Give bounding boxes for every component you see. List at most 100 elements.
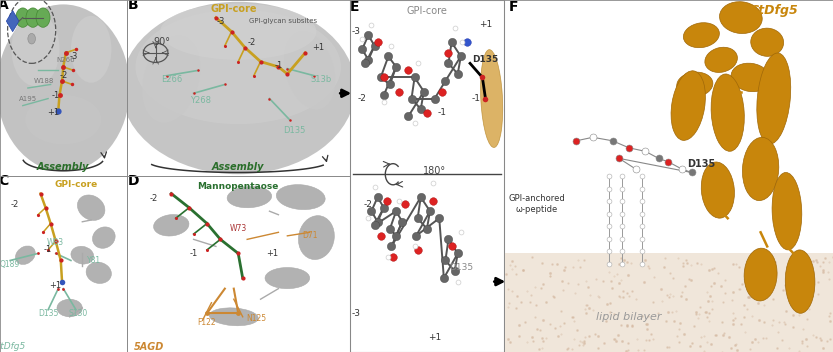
Text: 5AGD: 5AGD [134, 342, 164, 352]
Text: +1: +1 [50, 281, 62, 290]
Text: E: E [350, 0, 359, 14]
Text: GPI-core: GPI-core [54, 180, 97, 189]
Ellipse shape [731, 63, 771, 92]
Text: F: F [509, 0, 519, 14]
Ellipse shape [209, 308, 258, 326]
FancyBboxPatch shape [504, 253, 833, 352]
Text: +1: +1 [428, 333, 441, 342]
Ellipse shape [772, 172, 802, 250]
Text: -2: -2 [149, 194, 157, 203]
Text: -2: -2 [247, 38, 256, 47]
Ellipse shape [15, 246, 35, 264]
Text: -3: -3 [217, 17, 225, 26]
Text: -2: -2 [59, 71, 67, 80]
Circle shape [36, 8, 50, 27]
Ellipse shape [711, 74, 745, 151]
Ellipse shape [705, 47, 737, 73]
Circle shape [27, 33, 36, 44]
Text: E266: E266 [161, 75, 182, 84]
Ellipse shape [77, 195, 105, 220]
Ellipse shape [71, 16, 112, 83]
Ellipse shape [265, 268, 310, 289]
Text: Q189: Q189 [0, 259, 20, 269]
Text: GPI-anchored
ω-peptide: GPI-anchored ω-peptide [508, 194, 566, 214]
Text: +1: +1 [47, 108, 59, 117]
Text: N125: N125 [246, 314, 267, 323]
Text: +1: +1 [312, 43, 325, 52]
Text: S130: S130 [69, 309, 88, 318]
Text: GPI-core: GPI-core [407, 6, 447, 15]
Ellipse shape [227, 187, 272, 208]
Ellipse shape [0, 4, 130, 172]
Text: F122: F122 [197, 318, 217, 327]
Text: -1: -1 [44, 245, 52, 254]
Ellipse shape [720, 2, 762, 33]
Ellipse shape [751, 28, 784, 56]
Text: Y81: Y81 [87, 256, 101, 265]
Text: D135: D135 [283, 126, 305, 135]
Text: A: A [0, 0, 9, 12]
Text: +1: +1 [479, 20, 492, 29]
Text: CtDfg5: CtDfg5 [0, 342, 26, 351]
Text: Y268: Y268 [190, 96, 211, 105]
Text: 180°: 180° [423, 166, 446, 176]
Text: CtDfg5: CtDfg5 [750, 4, 798, 17]
Text: -1: -1 [274, 61, 282, 70]
Text: -3: -3 [69, 52, 77, 61]
Text: -3: -3 [352, 309, 361, 318]
Ellipse shape [481, 50, 503, 147]
Ellipse shape [284, 31, 336, 109]
Ellipse shape [671, 71, 706, 140]
Ellipse shape [683, 23, 720, 48]
Ellipse shape [121, 2, 356, 174]
Text: D135: D135 [38, 309, 58, 318]
Text: Assembly: Assembly [212, 162, 265, 172]
Ellipse shape [277, 185, 325, 209]
Circle shape [26, 8, 40, 27]
Text: S13b: S13b [310, 75, 332, 84]
Ellipse shape [71, 246, 93, 264]
Text: D71: D71 [302, 231, 317, 240]
Text: 90°: 90° [154, 37, 171, 47]
Text: lipid bilayer: lipid bilayer [596, 312, 661, 322]
Text: W73: W73 [230, 224, 247, 233]
Text: B: B [128, 0, 138, 12]
Text: N266: N266 [57, 57, 75, 63]
Text: -2: -2 [364, 200, 373, 209]
Text: GPI-core: GPI-core [211, 4, 257, 14]
Text: -2: -2 [357, 94, 367, 103]
Ellipse shape [92, 227, 115, 248]
Text: Assembly: Assembly [37, 162, 90, 172]
Text: W83: W83 [47, 238, 64, 247]
Text: -1: -1 [471, 94, 481, 103]
Ellipse shape [676, 72, 713, 97]
Ellipse shape [160, 4, 317, 60]
Ellipse shape [57, 299, 82, 317]
Text: D: D [127, 174, 139, 188]
Polygon shape [7, 11, 19, 32]
Text: -1: -1 [189, 249, 197, 258]
Ellipse shape [86, 262, 112, 283]
Text: -1: -1 [438, 108, 446, 117]
Ellipse shape [701, 162, 735, 218]
Text: GPI-glycan subsites: GPI-glycan subsites [249, 18, 317, 24]
Ellipse shape [25, 95, 102, 144]
Ellipse shape [298, 216, 334, 259]
Text: C: C [0, 174, 9, 188]
Text: D135: D135 [449, 263, 473, 272]
Text: Mannopentaose: Mannopentaose [197, 182, 279, 191]
Ellipse shape [786, 250, 815, 313]
Text: +1: +1 [266, 249, 277, 258]
Text: -1: -1 [52, 90, 60, 100]
Ellipse shape [142, 36, 201, 123]
Ellipse shape [757, 53, 791, 144]
Ellipse shape [744, 248, 777, 301]
Ellipse shape [12, 12, 59, 86]
Text: -3: -3 [352, 27, 361, 36]
Text: W188: W188 [34, 78, 54, 84]
Ellipse shape [153, 214, 189, 236]
Circle shape [16, 8, 30, 27]
Ellipse shape [742, 137, 779, 201]
Text: A195: A195 [19, 95, 37, 102]
Text: D135: D135 [687, 159, 716, 169]
